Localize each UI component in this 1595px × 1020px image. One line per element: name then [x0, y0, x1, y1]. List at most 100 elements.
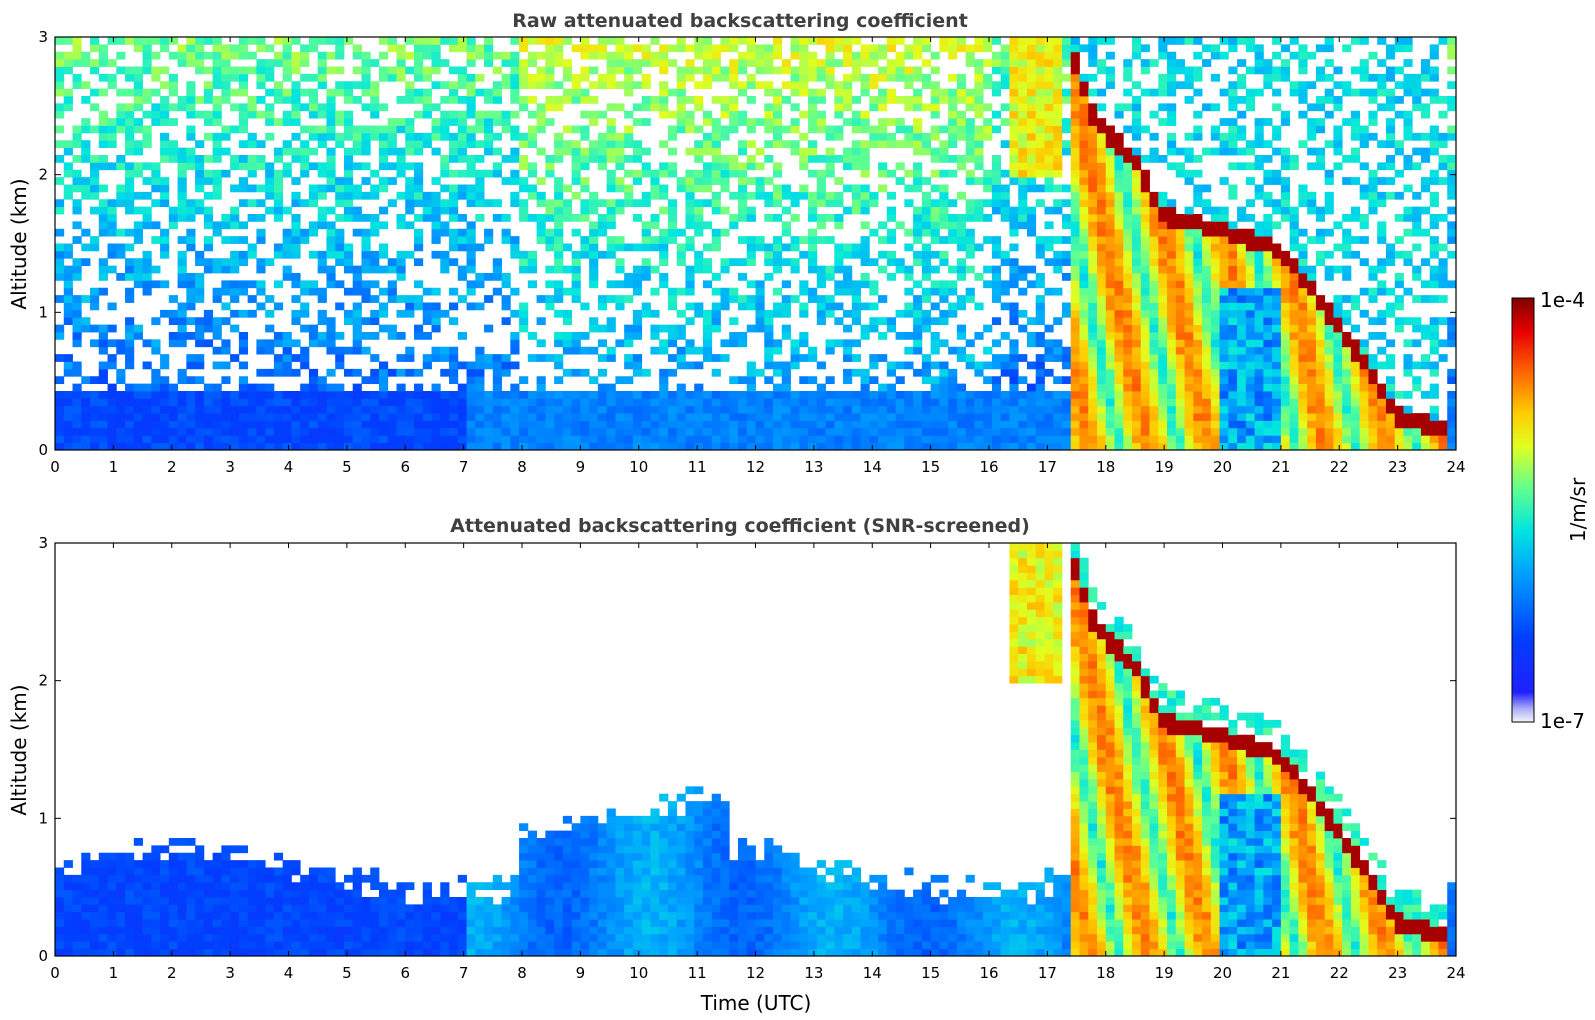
- heatmap-cell: [720, 155, 730, 163]
- heatmap-cell: [729, 214, 739, 222]
- heatmap-cell: [519, 317, 529, 326]
- heatmap-cell: [203, 81, 214, 90]
- heatmap-cell: [273, 51, 284, 60]
- heatmap-cell: [265, 103, 275, 112]
- heatmap-cell: [519, 162, 529, 171]
- heatmap-cell: [711, 169, 721, 178]
- heatmap-cell: [545, 206, 555, 215]
- heatmap-cell: [1167, 214, 1177, 222]
- heatmap-cell: [1228, 191, 1238, 200]
- heatmap-cell: [615, 427, 625, 436]
- heatmap-cell: [1219, 376, 1229, 385]
- heatmap-cell: [580, 44, 590, 53]
- heatmap-cell: [1237, 214, 1247, 222]
- heatmap-cell: [116, 118, 126, 126]
- heatmap-cell: [107, 243, 117, 252]
- heatmap-cell: [939, 376, 949, 385]
- heatmap-cell: [1245, 88, 1256, 97]
- heatmap-cell: [1123, 398, 1133, 407]
- heatmap-cell: [431, 391, 441, 399]
- heatmap-cell: [431, 59, 441, 67]
- heatmap-cell: [1184, 442, 1194, 451]
- heatmap-cell: [238, 435, 249, 444]
- heatmap-cell: [1079, 442, 1089, 451]
- heatmap-cell: [816, 413, 826, 421]
- heatmap-cell: [808, 228, 818, 237]
- heatmap-cell: [720, 110, 730, 119]
- heatmap-cell: [1263, 398, 1273, 407]
- heatmap-cell: [650, 405, 660, 414]
- heatmap-cell: [676, 81, 686, 90]
- heatmap-cell: [457, 147, 467, 156]
- heatmap-cell: [755, 287, 765, 296]
- heatmap-cell: [72, 391, 82, 399]
- heatmap-cell: [545, 81, 555, 90]
- heatmap-cell: [676, 442, 686, 451]
- heatmap-cell: [851, 51, 861, 60]
- heatmap-cell: [825, 413, 835, 421]
- heatmap-cell: [536, 103, 546, 112]
- heatmap-cell: [1263, 376, 1273, 385]
- heatmap-cell: [1018, 184, 1028, 193]
- heatmap-cell: [991, 243, 1002, 252]
- heatmap-cell: [527, 59, 537, 67]
- heatmap-cell: [659, 398, 669, 407]
- heatmap-cell: [694, 214, 704, 222]
- heatmap-cell: [1175, 81, 1185, 90]
- heatmap-cell: [98, 155, 108, 163]
- heatmap-cell: [1053, 405, 1063, 414]
- heatmap-cell: [948, 405, 958, 414]
- heatmap-cell: [650, 184, 660, 193]
- heatmap-cell: [414, 191, 424, 200]
- heatmap-cell: [370, 110, 380, 119]
- heatmap-cell: [405, 405, 415, 414]
- heatmap-cell: [55, 398, 65, 407]
- heatmap-cell: [851, 368, 861, 377]
- heatmap-cell: [659, 66, 669, 75]
- heatmap-cell: [212, 287, 222, 296]
- heatmap-cell: [1035, 420, 1045, 429]
- heatmap-cell: [711, 132, 721, 141]
- heatmap-cell: [606, 346, 616, 355]
- heatmap-cell: [808, 413, 818, 421]
- heatmap-cell: [256, 413, 266, 421]
- heatmap-cell: [510, 391, 520, 399]
- heatmap-cell: [133, 191, 143, 200]
- heatmap-cell: [186, 214, 196, 222]
- heatmap-cell: [98, 110, 108, 119]
- heatmap-cell: [632, 413, 643, 421]
- heatmap-cell: [1096, 66, 1107, 75]
- heatmap-cell: [1079, 435, 1089, 444]
- heatmap-cell: [1132, 273, 1142, 281]
- heatmap-cell: [203, 132, 214, 141]
- heatmap-cell: [1263, 405, 1273, 414]
- heatmap-cell: [203, 118, 214, 126]
- heatmap-cell: [177, 265, 187, 274]
- heatmap-cell: [177, 317, 187, 326]
- heatmap-cell: [466, 103, 476, 112]
- heatmap-cell: [378, 51, 389, 60]
- heatmap-cell: [676, 420, 686, 429]
- heatmap-cell: [72, 309, 82, 318]
- heatmap-cell: [125, 332, 135, 340]
- heatmap-cell: [343, 206, 354, 215]
- heatmap-cell: [816, 59, 826, 67]
- heatmap-cell: [1035, 169, 1045, 178]
- heatmap-cell: [317, 206, 327, 215]
- heatmap-cell: [615, 184, 625, 193]
- heatmap-cell: [466, 427, 476, 436]
- heatmap-cell: [1123, 309, 1133, 318]
- heatmap-cell: [685, 96, 695, 104]
- heatmap-cell: [300, 398, 310, 407]
- heatmap-cell: [737, 214, 748, 222]
- heatmap-cell: [72, 236, 82, 244]
- heatmap-cell: [212, 147, 222, 156]
- heatmap-cell: [545, 103, 555, 112]
- heatmap-cell: [387, 427, 397, 436]
- heatmap-cell: [1018, 354, 1028, 362]
- heatmap-cell: [142, 37, 152, 45]
- heatmap-cell: [177, 96, 187, 104]
- heatmap-cell: [1210, 346, 1220, 355]
- heatmap-cell: [641, 199, 651, 208]
- heatmap-cell: [90, 103, 100, 112]
